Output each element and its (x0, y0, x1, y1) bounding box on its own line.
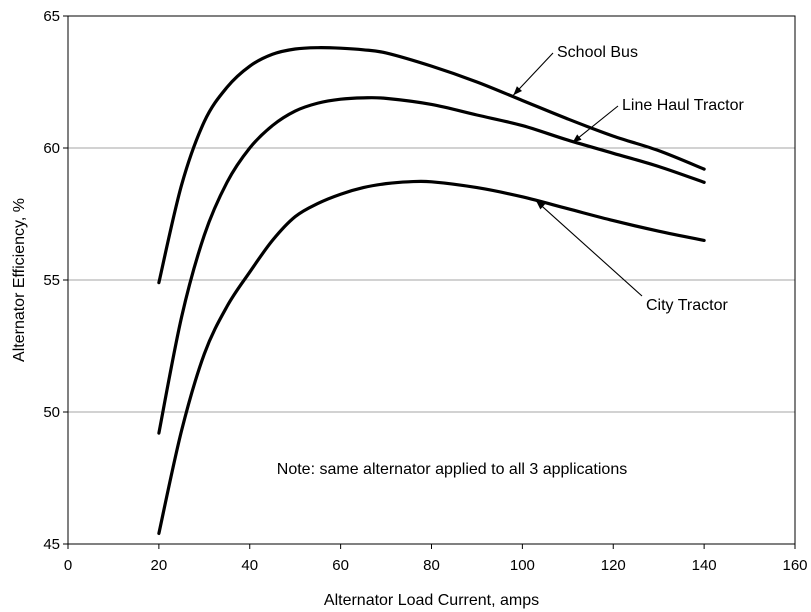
x-tick-label: 40 (241, 557, 258, 574)
grid (68, 147, 795, 413)
y-tick-label: 45 (43, 536, 60, 553)
y-tick-label: 60 (43, 140, 60, 157)
x-tick-label: 160 (782, 557, 807, 574)
annotation-label-city-tractor: City Tractor (646, 297, 728, 314)
annotation-label-school-bus: School Bus (557, 44, 638, 61)
annotation-leader-school-bus (512, 52, 554, 96)
annotation-leader-line-haul-tractor (572, 105, 619, 144)
x-tick-label: 80 (423, 557, 440, 574)
series-line-school-bus (157, 46, 706, 285)
annotation-arrowhead-line-haul-tractor (572, 134, 582, 143)
series-line-line-haul-tractor (157, 96, 706, 435)
y-tick-label: 65 (43, 8, 60, 25)
y-tick-label: 50 (43, 404, 60, 421)
chart-note: Note: same alternator applied to all 3 a… (277, 461, 627, 478)
x-tick-label: 60 (332, 557, 349, 574)
x-tick-label: 120 (601, 557, 626, 574)
annotations: School Bus Line Haul Tractor City Tractor (512, 44, 745, 314)
annotation-arrowhead-school-bus (513, 86, 523, 96)
annotation-leader-city-tractor (535, 200, 643, 297)
y-axis-title: Alternator Efficiency, % (11, 198, 28, 362)
ticks: 0 20 40 60 80 100 120 140 160 45 50 55 60 65 (43, 8, 807, 574)
series (157, 46, 706, 536)
x-tick-label: 140 (692, 557, 717, 574)
x-axis-title: Alternator Load Current, amps (324, 592, 539, 609)
x-tick-label: 20 (151, 557, 168, 574)
annotation-arrowhead-city-tractor (536, 200, 546, 210)
annotation-label-line-haul-tractor: Line Haul Tractor (622, 97, 745, 114)
y-tick-label: 55 (43, 272, 60, 289)
x-tick-label: 100 (510, 557, 535, 574)
x-tick-label: 0 (64, 557, 72, 574)
series-line-city-tractor (157, 179, 706, 536)
